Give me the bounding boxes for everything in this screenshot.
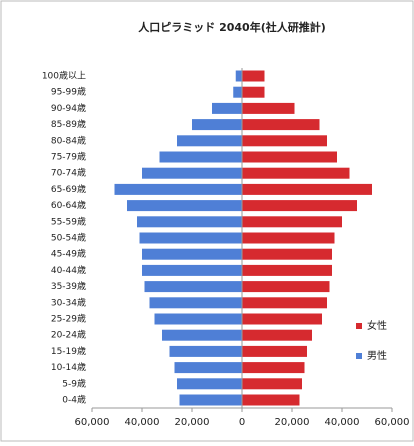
- y-tick-label: 35-39歳: [51, 280, 86, 292]
- bar: [142, 167, 242, 179]
- y-tick-label: 10-14歳: [51, 361, 86, 373]
- x-tick-label: 40,000: [125, 417, 160, 428]
- bar: [212, 102, 242, 114]
- bar: [177, 135, 242, 147]
- y-tick-label: 70-74歳: [51, 167, 86, 179]
- y-tick-label: 90-94歳: [51, 102, 86, 114]
- y-tick-label: 25-29歳: [51, 313, 86, 325]
- bar: [144, 281, 242, 293]
- bar: [242, 362, 305, 374]
- y-tick-label: 95-99歳: [51, 86, 86, 98]
- bar: [242, 151, 337, 163]
- y-tick-label: 75-79歳: [51, 151, 86, 163]
- bar: [142, 264, 242, 276]
- bar: [242, 264, 332, 276]
- legend-label: 男性: [367, 349, 387, 362]
- x-tick-label: 20,000: [275, 417, 310, 428]
- y-tick-label: 55-59歳: [51, 215, 86, 227]
- bar: [242, 378, 302, 390]
- bar: [242, 200, 357, 212]
- y-tick-label: 85-89歳: [51, 118, 86, 130]
- bar: [242, 70, 265, 82]
- x-tick-label: 60,000: [75, 417, 110, 428]
- bar: [179, 394, 242, 406]
- y-tick-label: 30-34歳: [51, 296, 86, 308]
- bar: [139, 232, 242, 244]
- legend-swatch: [356, 323, 362, 329]
- y-tick-label: 5-9歳: [62, 377, 86, 389]
- bar: [242, 329, 312, 341]
- y-tick-label: 20-24歳: [51, 329, 86, 341]
- y-tick-label: 100歳以上: [42, 70, 86, 82]
- x-tick-label: 0: [239, 417, 245, 428]
- bar: [242, 345, 307, 357]
- y-tick-label: 45-49歳: [51, 248, 86, 260]
- bar: [233, 86, 242, 98]
- bar: [169, 345, 242, 357]
- y-tick-label: 0-4歳: [62, 394, 86, 406]
- legend-label: 女性: [367, 319, 387, 332]
- bar: [174, 362, 242, 374]
- bar: [242, 102, 295, 114]
- x-tick-label: 40,000: [325, 417, 360, 428]
- bar: [114, 183, 242, 195]
- bar: [192, 119, 242, 131]
- bar: [137, 216, 242, 228]
- bar: [159, 151, 242, 163]
- bar: [242, 167, 350, 179]
- y-tick-label: 50-54歳: [51, 232, 86, 244]
- bar: [127, 200, 242, 212]
- bar: [242, 313, 322, 325]
- bar: [242, 297, 327, 309]
- bar: [242, 119, 320, 131]
- legend-box: [348, 312, 398, 370]
- bar: [235, 70, 242, 82]
- bar: [162, 329, 242, 341]
- y-tick-label: 60-64歳: [51, 199, 86, 211]
- bar: [242, 86, 265, 98]
- chart-title: 人口ピラミッド 2040年(社人研推計): [138, 20, 326, 34]
- bar: [242, 394, 300, 406]
- bar: [242, 216, 342, 228]
- y-tick-label: 40-44歳: [51, 264, 86, 276]
- bar: [242, 232, 335, 244]
- bar: [242, 183, 372, 195]
- bar: [149, 297, 242, 309]
- bar: [142, 248, 242, 260]
- y-tick-label: 80-84歳: [51, 134, 86, 146]
- bar: [242, 281, 330, 293]
- x-tick-label: 60,000: [375, 417, 410, 428]
- bar: [242, 248, 332, 260]
- bar: [242, 135, 327, 147]
- bar: [177, 378, 242, 390]
- x-tick-label: 20,000: [175, 417, 210, 428]
- bar: [154, 313, 242, 325]
- y-tick-label: 15-19歳: [51, 345, 86, 357]
- y-tick-label: 65-69歳: [51, 183, 86, 195]
- legend-swatch: [356, 353, 362, 359]
